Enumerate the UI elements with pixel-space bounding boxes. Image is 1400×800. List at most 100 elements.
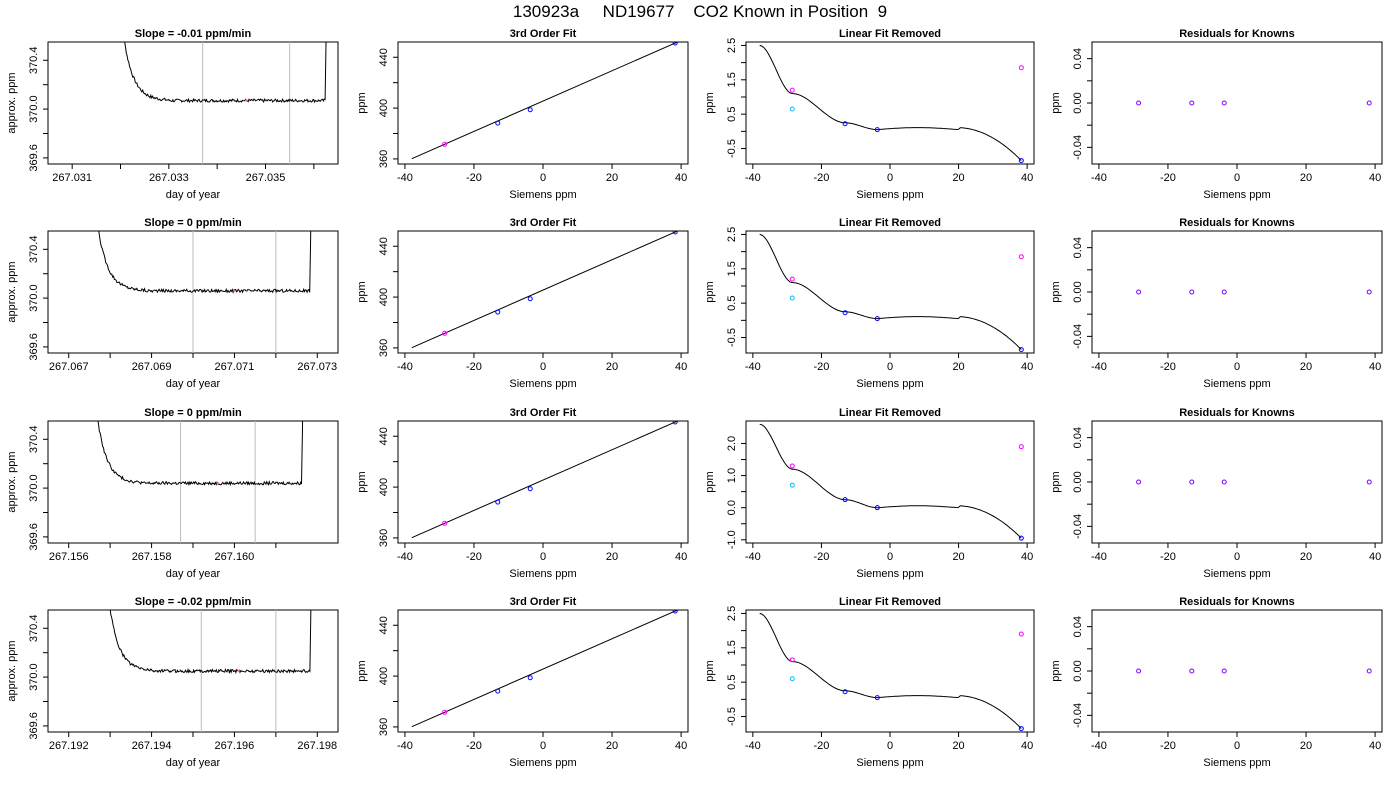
panel-fit-row1: 3rd Order Fit -40 -20 0 20 40 Siemens ppm 360 40…: [356, 28, 689, 201]
panel-linres-row1: Linear Fit Removed -40 -20 0 20 40 Siemens ppm…: [704, 28, 1035, 201]
x-tick-label: -20: [466, 551, 482, 563]
y-tick-label: 360: [378, 150, 390, 168]
x-axis-label: day of year: [166, 757, 221, 769]
residual-point: [1221, 668, 1227, 674]
panel-title: Residuals for Knowns: [1179, 596, 1295, 608]
x-tick-label: -40: [745, 361, 761, 373]
y-tick-label: 1.5: [726, 72, 738, 87]
x-tick-label: 267.031: [52, 172, 92, 184]
data-point: [495, 120, 501, 126]
panel-resid-row4: Residuals for Knowns -40 -20 0 20 40 Siemens p…: [1050, 596, 1383, 769]
residual-point: [1221, 289, 1227, 295]
x-axis-label: Siemens ppm: [1203, 378, 1270, 390]
y-tick-label: 400: [378, 478, 390, 496]
y-tick-label: 2.5: [726, 38, 738, 53]
data-point: [442, 709, 448, 715]
x-tick-label: 40: [1369, 551, 1381, 563]
panel-title: Residuals for Knowns: [1179, 28, 1295, 40]
panel-trace-row3: Slope = 0 ppm/min 267.156 267.158 267.160 da…: [6, 407, 339, 580]
x-tick-label: -20: [813, 172, 829, 184]
x-axis-label: Siemens ppm: [509, 189, 576, 201]
panel-title: Linear Fit Removed: [839, 217, 941, 229]
x-tick-label: -40: [397, 551, 413, 563]
x-tick-label: 20: [952, 361, 964, 373]
x-tick-label: -40: [1091, 740, 1107, 752]
data-point: [442, 520, 448, 526]
page-title: 130923a ND19677 CO2 Known in Position 9: [512, 2, 888, 21]
data-point: [442, 330, 448, 336]
x-tick-label: 267.194: [132, 740, 172, 752]
x-tick-label: 20: [606, 740, 618, 752]
trace-line: [109, 610, 312, 675]
y-tick-label: 0.0: [726, 500, 738, 515]
residual-point: [1136, 668, 1142, 674]
plot-frame: [745, 41, 1035, 165]
y-axis-label: ppm: [356, 281, 368, 302]
panel-linres-row2: Linear Fit Removed -40 -20 0 20 40 Siemens ppm…: [704, 217, 1035, 390]
x-tick-label: 40: [675, 740, 687, 752]
residual-point: [1136, 479, 1142, 485]
y-tick-label: 0.5: [726, 107, 738, 122]
y-axis-label: ppm: [704, 660, 716, 681]
y-tick-label: 370.0: [28, 284, 40, 312]
x-tick-label: -20: [1160, 740, 1176, 752]
x-tick-label: 267.192: [49, 740, 89, 752]
x-tick-label: -40: [1091, 551, 1107, 563]
x-tick-label: 40: [675, 361, 687, 373]
plot-area: [1136, 289, 1372, 295]
data-point: [495, 688, 501, 694]
x-tick-label: 267.073: [297, 361, 337, 373]
fit-line: [411, 231, 679, 349]
y-axis-label: ppm: [1050, 92, 1062, 113]
plot-frame: [745, 609, 1035, 733]
y-tick-label: 400: [378, 288, 390, 306]
plot-frame: [47, 420, 339, 544]
data-point-unknown: [789, 463, 795, 469]
y-tick-label: 360: [378, 529, 390, 547]
y-axis-label: approx. ppm: [6, 72, 18, 133]
data-point-test: [789, 482, 795, 488]
plot-frame: [745, 420, 1035, 544]
cubic-curve: [759, 233, 1022, 350]
x-tick-label: 0: [540, 740, 546, 752]
residual-point: [1189, 668, 1195, 674]
y-axis-label: approx. ppm: [6, 451, 18, 512]
fit-line: [411, 610, 679, 728]
x-tick-label: -20: [1160, 361, 1176, 373]
data-point-test: [789, 295, 795, 301]
x-axis-label: Siemens ppm: [509, 757, 576, 769]
x-axis-label: Siemens ppm: [509, 568, 576, 580]
y-tick-label: 1.5: [726, 261, 738, 276]
fit-line: [411, 42, 679, 160]
y-tick-label: 440: [378, 48, 390, 66]
y-tick-label: 1.5: [726, 640, 738, 655]
data-point: [527, 486, 533, 492]
residual-point: [1136, 289, 1142, 295]
x-tick-label: 267.198: [297, 740, 337, 752]
x-tick-label: 20: [952, 551, 964, 563]
x-tick-label: 267.158: [132, 551, 172, 563]
data-point: [495, 309, 501, 315]
y-axis-label: ppm: [1050, 660, 1062, 681]
data-point-test: [789, 676, 795, 682]
panel-fit-row2: 3rd Order Fit -40 -20 0 20 40 Siemens ppm 360 40…: [356, 217, 689, 390]
x-tick-label: 40: [1021, 172, 1033, 184]
residual-point: [1366, 289, 1372, 295]
x-axis-label: Siemens ppm: [1203, 189, 1270, 201]
x-axis-label: Siemens ppm: [1203, 757, 1270, 769]
y-tick-label: 400: [378, 99, 390, 117]
plot-area: [759, 233, 1024, 353]
data-point-unknown: [1018, 65, 1024, 71]
data-point: [527, 107, 533, 113]
panel-title: Linear Fit Removed: [839, 596, 941, 608]
x-tick-label: 267.071: [215, 361, 255, 373]
plot-frame: [1091, 420, 1383, 544]
plot-area: [759, 612, 1024, 732]
y-tick-label: 2.0: [726, 436, 738, 451]
x-tick-label: 20: [1300, 172, 1312, 184]
x-tick-label: 40: [675, 172, 687, 184]
data-point-unknown: [1018, 631, 1024, 637]
plot-area: [411, 421, 679, 539]
y-axis-label: approx. ppm: [6, 640, 18, 701]
panel-title: 3rd Order Fit: [510, 407, 577, 419]
